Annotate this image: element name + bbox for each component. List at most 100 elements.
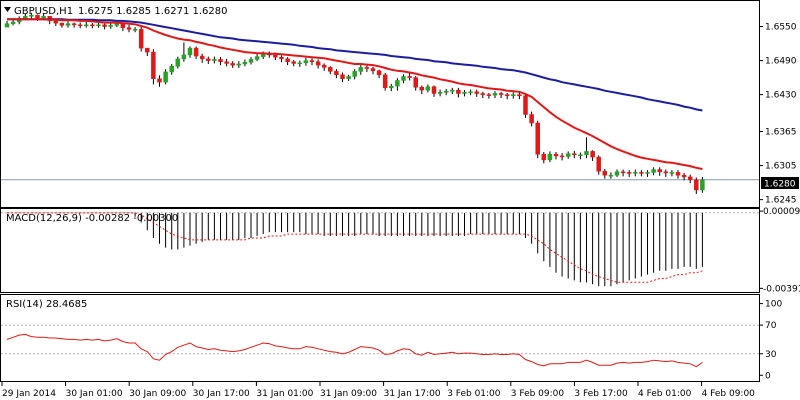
candle-body xyxy=(84,24,89,27)
candle-body xyxy=(224,61,229,64)
candle-body xyxy=(559,155,565,158)
candle-body xyxy=(450,89,455,92)
candle-body xyxy=(700,179,705,191)
candle-body xyxy=(291,61,296,64)
time-tick-label: 3 Feb 01:00 xyxy=(447,389,501,399)
candle-body xyxy=(254,56,260,60)
candle-body xyxy=(187,47,193,56)
candle-body xyxy=(462,92,467,94)
candle-body xyxy=(230,63,235,66)
price-panel-frame xyxy=(0,0,760,208)
candle-body xyxy=(657,169,662,173)
candle-body xyxy=(523,95,528,115)
rsi-tick-label: 30 xyxy=(765,350,777,360)
candle-body xyxy=(364,67,370,69)
candle-body xyxy=(633,172,638,174)
candle-body xyxy=(578,154,583,157)
candle-body xyxy=(65,23,71,26)
current-price-label: 1.6280 xyxy=(764,180,796,190)
candle-body xyxy=(370,68,376,72)
candle-body xyxy=(541,153,547,161)
candle-body xyxy=(151,51,156,79)
candle-body xyxy=(309,60,315,62)
candle-body xyxy=(413,77,418,88)
candle-body xyxy=(382,74,388,89)
candle-body xyxy=(395,80,400,87)
candle-body xyxy=(572,153,577,156)
price-tick-label: 1.6305 xyxy=(765,162,797,172)
candle-body xyxy=(419,87,425,91)
candle-body xyxy=(407,76,412,78)
time-tick-label: 29 Jan 2014 xyxy=(2,389,56,399)
candle-body xyxy=(297,62,303,65)
candle-body xyxy=(596,156,601,172)
candle-body xyxy=(273,54,278,58)
candle-body xyxy=(602,170,608,176)
macd-panel xyxy=(1,212,759,287)
symbol-dropdown-triangle-icon[interactable] xyxy=(4,7,11,12)
candle-body xyxy=(303,60,309,64)
candle-body xyxy=(645,172,650,174)
price-panel xyxy=(1,12,759,194)
rsi-line xyxy=(6,333,703,368)
candle-body xyxy=(498,93,504,95)
candle-body xyxy=(126,27,132,30)
time-tick-label: 3 Feb 09:00 xyxy=(511,389,565,399)
candle-body xyxy=(517,94,522,97)
time-tick-label: 31 Jan 09:00 xyxy=(320,389,377,399)
candle-body xyxy=(584,151,589,156)
candle-body xyxy=(321,64,327,68)
candle-body xyxy=(102,24,107,27)
candle-body xyxy=(669,172,675,174)
macd-tick-label: 0.00009 xyxy=(763,207,800,217)
candle-body xyxy=(663,171,669,174)
candle-body xyxy=(279,56,284,60)
candle-body xyxy=(614,171,620,176)
candle-body xyxy=(77,24,83,27)
time-tick-label: 4 Feb 01:00 xyxy=(638,389,692,399)
candle-body xyxy=(608,174,614,177)
candle-body xyxy=(340,74,345,79)
rsi-panel-frame xyxy=(0,294,760,382)
price-tick-label: 1.6550 xyxy=(765,23,797,33)
candle-body xyxy=(639,172,644,174)
candle-body xyxy=(553,153,559,157)
candle-body xyxy=(120,23,126,28)
x-axis: 29 Jan 2014 30 Jan 01:00 30 Jan 09:00 30 Ja… xyxy=(1,382,756,399)
candle-body xyxy=(132,29,138,31)
candle-body xyxy=(169,66,174,73)
rsi-panel xyxy=(1,324,759,368)
rsi-tick-label: 0 xyxy=(765,371,771,381)
time-tick-label: 4 Feb 09:00 xyxy=(702,389,756,399)
candle-body xyxy=(511,94,516,97)
candle-body xyxy=(694,179,699,191)
candle-body xyxy=(59,22,65,26)
candle-body xyxy=(431,86,437,94)
current-price-tag xyxy=(761,177,799,189)
candle-body xyxy=(285,58,290,62)
candle-body xyxy=(41,16,46,19)
candle-body xyxy=(138,29,144,49)
candle-body xyxy=(242,62,248,65)
price-tick-label: 1.6245 xyxy=(765,196,797,206)
candle-body xyxy=(620,171,626,174)
candle-body xyxy=(456,89,461,94)
price-tick-label: 1.6430 xyxy=(765,91,797,101)
macd-panel-frame xyxy=(0,208,760,293)
candle-body xyxy=(10,21,16,24)
candle-body xyxy=(35,14,40,19)
candle-body xyxy=(96,24,101,27)
rsi-tick-label: 100 xyxy=(765,300,782,310)
candle-body xyxy=(352,71,357,77)
candle-body xyxy=(334,71,339,76)
time-tick-label: 30 Jan 17:00 xyxy=(193,389,250,399)
candle-body xyxy=(4,23,10,28)
macd-tick-label: -0.00391 xyxy=(763,284,800,294)
time-tick-label: 31 Jan 01:00 xyxy=(256,389,313,399)
candle-body xyxy=(114,23,120,26)
candle-body xyxy=(90,24,95,27)
candle-body xyxy=(236,63,242,66)
price-tick-label: 1.6490 xyxy=(765,57,797,67)
candle-body xyxy=(157,78,162,83)
candle-body xyxy=(529,114,534,124)
